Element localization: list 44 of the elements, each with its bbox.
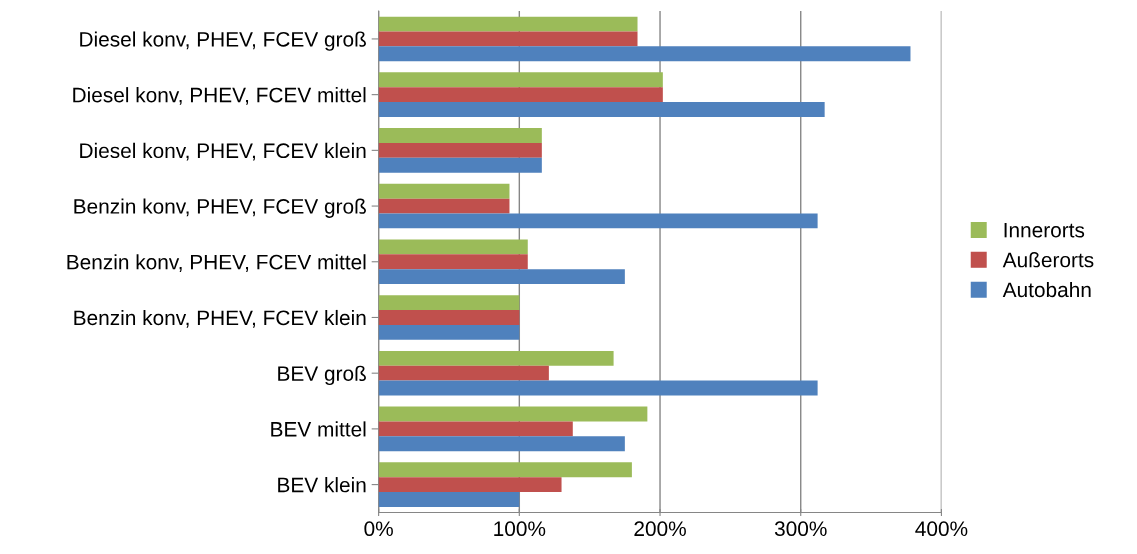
bar (378, 198, 510, 214)
x-tick-label: 200% (634, 521, 686, 537)
y-tick-label: Benzin konv, PHEV, FCEV mittel (67, 254, 366, 272)
bar (378, 31, 638, 47)
y-tick-label: BEV klein (278, 477, 366, 493)
y-tick-label: Diesel konv, PHEV, FCEV klein (80, 142, 366, 161)
y-tick-label: Benzin konv, PHEV, FCEV groß (74, 198, 366, 218)
bar (378, 183, 510, 199)
bar (378, 350, 614, 366)
bar (378, 128, 542, 143)
legend-label: Außerorts (1002, 252, 1094, 268)
bar (378, 324, 520, 340)
bar (378, 87, 663, 103)
bar (378, 46, 911, 62)
legend-label: Autobahn (1002, 281, 1091, 298)
bar (378, 421, 573, 437)
bar (378, 406, 648, 422)
y-tick-label: BEV groß (278, 365, 366, 386)
bar (378, 213, 818, 229)
x-tick-label: 300% (774, 521, 827, 537)
bar (378, 239, 528, 255)
bar (378, 492, 520, 507)
y-tick-label: Diesel konv, PHEV, FCEV mittel (73, 87, 366, 105)
bar (378, 269, 625, 285)
bar (378, 157, 542, 173)
bar (378, 436, 625, 452)
bar (378, 380, 818, 396)
x-tick-label: 100% (494, 521, 546, 537)
y-tick-label: Benzin konv, PHEV, FCEV klein (74, 309, 366, 328)
bar (378, 365, 549, 381)
y-tick-label: Diesel konv, PHEV, FCEV groß (80, 31, 366, 51)
bar (378, 16, 638, 32)
bar (378, 72, 663, 88)
bar (378, 462, 632, 478)
bar (378, 310, 520, 325)
legend-label: Innerorts (1004, 222, 1085, 238)
bar (378, 295, 520, 311)
bar (378, 477, 562, 493)
y-tick-label: BEV mittel (271, 421, 366, 437)
bar (378, 142, 542, 158)
bar (378, 102, 825, 117)
x-tick-label: 0% (364, 521, 393, 537)
x-tick-label: 400% (915, 521, 968, 537)
bar (378, 254, 528, 270)
